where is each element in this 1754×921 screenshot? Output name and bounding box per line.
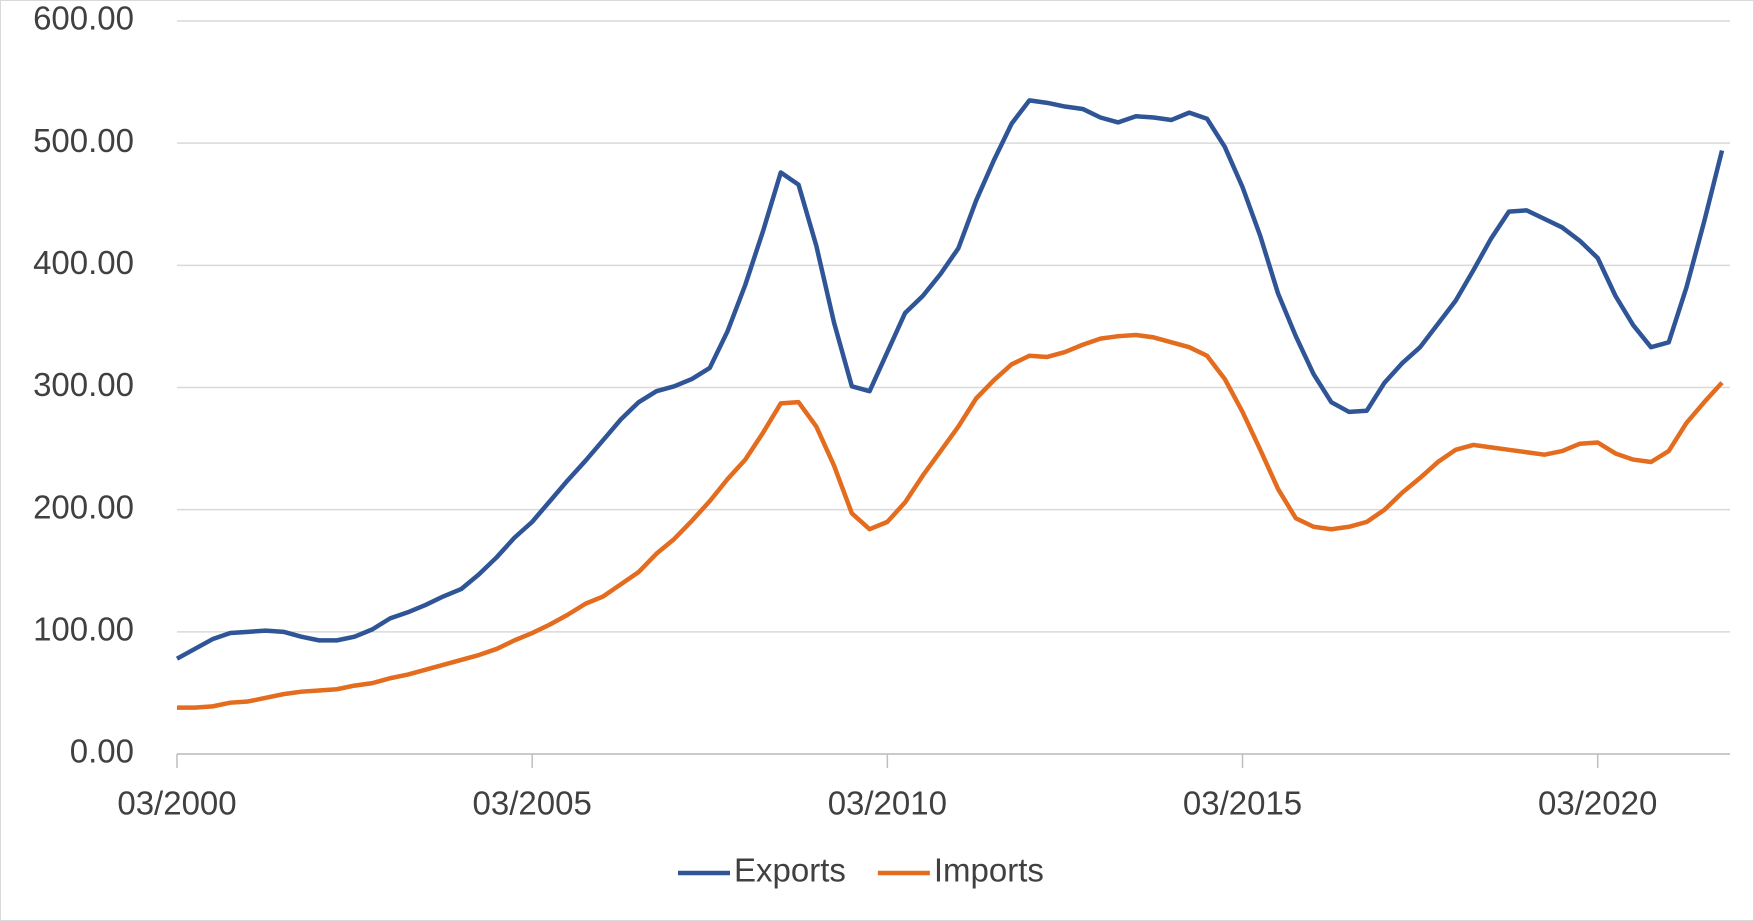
y-tick-label: 300.00 bbox=[33, 366, 134, 403]
line-series bbox=[177, 332, 1724, 710]
x-tick-label: 03/2000 bbox=[117, 785, 236, 822]
x-tick-label: 03/2015 bbox=[1183, 785, 1302, 822]
line-series bbox=[175, 98, 1725, 661]
y-tick-label: 0.00 bbox=[70, 733, 134, 770]
y-tick-label: 200.00 bbox=[33, 488, 134, 525]
legend-label: Exports bbox=[734, 852, 846, 889]
x-tick-label: 03/2005 bbox=[473, 785, 592, 822]
y-tick-label: 600.00 bbox=[33, 0, 134, 37]
x-tick-label: 03/2010 bbox=[828, 785, 947, 822]
y-tick-label: 100.00 bbox=[33, 611, 134, 648]
x-tick-label: 03/2020 bbox=[1538, 785, 1657, 822]
y-tick-label: 500.00 bbox=[33, 122, 134, 159]
y-tick-label: 400.00 bbox=[33, 244, 134, 281]
legend-label: Imports bbox=[934, 852, 1044, 889]
